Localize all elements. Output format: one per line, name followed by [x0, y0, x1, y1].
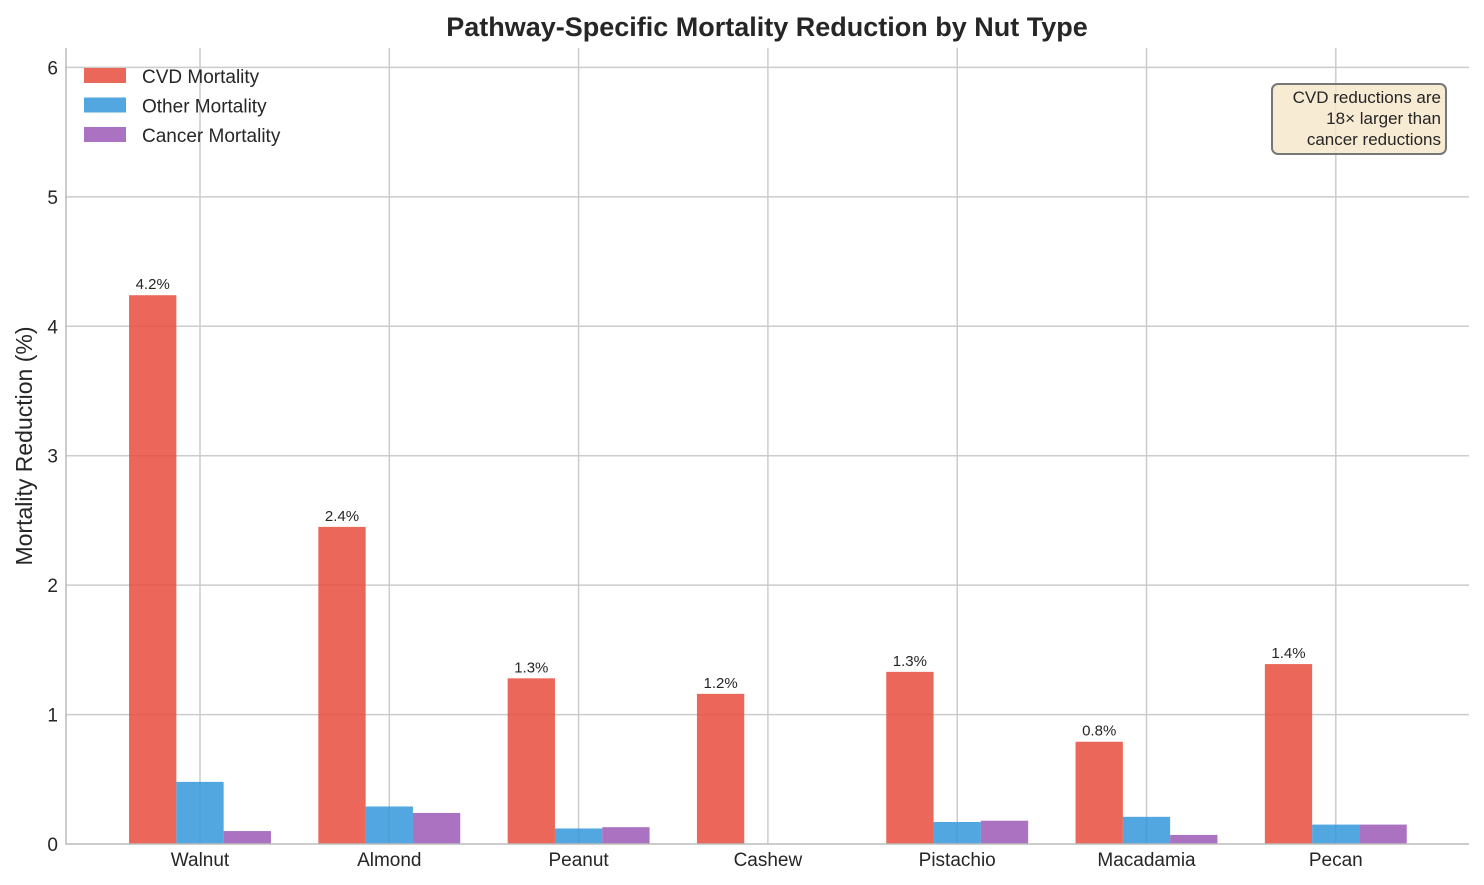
y-tick-label: 2	[47, 576, 58, 597]
y-axis-label: Mortality Reduction (%)	[11, 326, 37, 565]
data-label: 4.2%	[136, 276, 170, 293]
axes-spine	[65, 48, 1469, 845]
data-label: 2.4%	[325, 508, 359, 525]
y-tick-label: 1	[47, 706, 58, 727]
data-labels: 4.2% 2.4% 1.3% 1.2% 1.3% 0.8% 1.4%	[136, 276, 1306, 740]
annotation-line: 18× larger than	[1326, 109, 1441, 128]
bar	[1075, 741, 1123, 844]
bar	[602, 827, 650, 844]
annotation-line: cancer reductions	[1307, 130, 1441, 149]
bar	[886, 671, 934, 844]
bar	[1359, 824, 1407, 844]
x-tick-label: Macadamia	[1097, 850, 1196, 871]
bar	[129, 295, 177, 844]
bar	[318, 526, 366, 844]
bar	[412, 812, 461, 844]
data-label: 1.4%	[1271, 645, 1305, 662]
bar	[554, 828, 603, 844]
x-tick-label: Pistachio	[919, 850, 996, 871]
y-tick-label: 5	[47, 188, 58, 209]
data-label: 1.2%	[703, 675, 737, 692]
data-label: 1.3%	[893, 653, 927, 670]
y-tick-label: 6	[47, 58, 58, 79]
bar	[1264, 664, 1313, 844]
legend: CVD Mortality Other Mortality Cancer Morta…	[84, 67, 281, 147]
bar	[696, 693, 745, 844]
data-label: 1.3%	[514, 659, 548, 676]
legend-swatch	[84, 127, 126, 142]
x-tick-label: Almond	[357, 850, 421, 871]
x-tick-label: Peanut	[548, 850, 609, 871]
legend-swatch	[84, 68, 126, 83]
y-tick-label: 4	[47, 317, 58, 338]
x-axis-ticks: Walnut Almond Peanut Cashew Pistachio Macadam…	[171, 850, 1363, 871]
legend-label: CVD Mortality	[142, 67, 260, 88]
x-tick-label: Cashew	[734, 850, 803, 871]
data-label: 0.8%	[1082, 723, 1116, 740]
x-tick-label: Walnut	[171, 850, 230, 871]
y-tick-label: 0	[47, 835, 58, 856]
bar	[223, 831, 271, 844]
annotation-line: CVD reductions are	[1293, 88, 1441, 107]
annotation-background	[1271, 83, 1447, 155]
legend-label: Cancer Mortality	[142, 126, 281, 147]
bar	[507, 678, 555, 844]
bars	[129, 295, 1407, 844]
bar	[980, 820, 1029, 844]
bar	[1312, 824, 1360, 844]
bar	[933, 821, 981, 844]
bar	[176, 781, 224, 844]
legend-label: Other Mortality	[142, 97, 267, 118]
y-axis-ticks: 0 1 2 3 4 5 6	[47, 58, 58, 856]
x-tick-label: Pecan	[1309, 850, 1363, 871]
legend-swatch	[84, 97, 126, 113]
bar	[365, 806, 413, 844]
bar	[1170, 834, 1218, 844]
bar	[1122, 816, 1171, 844]
y-tick-label: 3	[47, 447, 58, 468]
chart-title: Pathway-Specific Mortality Reduction by …	[446, 12, 1088, 42]
annotation-box: CVD reductions are 18× larger than cancer …	[1271, 83, 1447, 155]
grid	[66, 48, 1469, 844]
